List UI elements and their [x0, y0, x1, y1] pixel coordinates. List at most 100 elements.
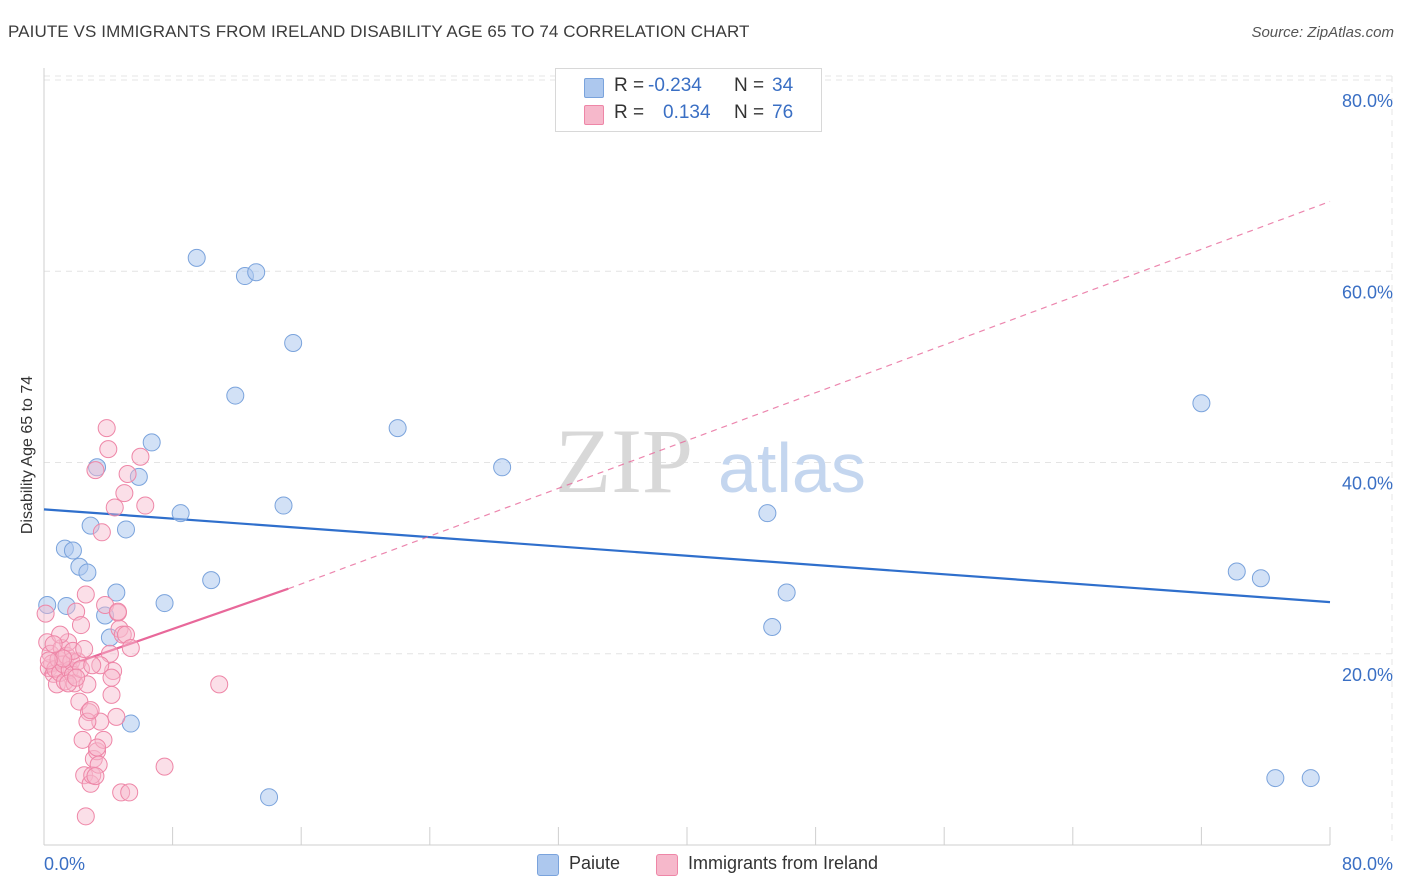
ireland-point	[94, 730, 113, 749]
paiute-point	[81, 516, 100, 535]
paiute-point	[63, 541, 82, 560]
ireland-point	[97, 419, 116, 438]
paiute-legend-swatch	[537, 854, 559, 876]
ireland-point	[67, 602, 86, 621]
ireland-point	[108, 602, 127, 621]
paiute-point	[388, 419, 407, 438]
ireland-point	[88, 738, 107, 757]
paiute-point	[129, 467, 148, 486]
axes	[43, 68, 1331, 846]
ireland-point	[73, 730, 92, 749]
paiute-point	[247, 263, 266, 282]
paiute-point	[155, 594, 174, 613]
x-tick-label-min: 0.0%	[44, 854, 85, 874]
ireland-point	[76, 807, 95, 826]
paiute-point	[1301, 769, 1320, 788]
ireland-point	[107, 707, 126, 726]
chart-title: PAIUTE VS IMMIGRANTS FROM IRELAND DISABI…	[8, 22, 750, 41]
paiute-swatch	[584, 78, 604, 98]
ireland-point	[210, 675, 229, 694]
paiute-legend-label: Paiute	[569, 853, 621, 873]
paiute-point	[493, 458, 512, 477]
y-tick-label: 60.0%	[1342, 282, 1393, 302]
paiute-point	[260, 788, 279, 807]
trend-lines	[43, 200, 1331, 675]
ireland-point	[131, 447, 150, 466]
paiute-point	[116, 520, 135, 539]
paiute-point	[1192, 394, 1211, 413]
ireland-point	[102, 685, 121, 704]
ireland-point	[105, 498, 124, 517]
ireland-point	[76, 585, 95, 604]
ireland-point	[88, 742, 107, 761]
ireland-point	[100, 644, 119, 663]
watermark-atlas: atlas	[718, 429, 866, 507]
ireland-legend-label: Immigrants from Ireland	[688, 853, 879, 873]
ireland-swatch	[584, 105, 604, 125]
source-credit: Source: ZipAtlas.com	[1251, 24, 1394, 41]
paiute-point	[107, 583, 126, 602]
ireland-legend-swatch	[656, 854, 678, 876]
paiute-n-value: 34	[772, 75, 794, 96]
y-tick-labels: 20.0% 40.0% 60.0% 80.0%	[1342, 91, 1393, 685]
correlation-legend: R = -0.234 N = 34 R = 0.134 N = 76	[555, 68, 822, 132]
ireland-point	[115, 484, 134, 503]
ireland-point	[75, 639, 94, 658]
paiute-point	[57, 596, 76, 615]
paiute-point	[777, 583, 796, 602]
ireland-points	[36, 419, 229, 826]
paiute-point	[1251, 569, 1270, 588]
ireland-point	[36, 604, 55, 623]
ireland-point	[71, 660, 90, 679]
paiute-point	[1266, 769, 1285, 788]
ireland-point	[120, 783, 139, 802]
ireland-point	[92, 523, 111, 542]
y-tick-label: 80.0%	[1342, 91, 1393, 111]
watermark: ZIP atlas	[555, 410, 866, 512]
legend-row-ireland: R = 0.134 N = 76	[556, 101, 821, 127]
ireland-point	[67, 668, 86, 687]
paiute-r-value: -0.234	[648, 75, 702, 96]
paiute-point	[1227, 562, 1246, 581]
paiute-point	[78, 563, 97, 582]
watermark-zip: ZIP	[555, 410, 693, 512]
ireland-point	[116, 625, 135, 644]
paiute-point	[274, 496, 293, 515]
r-label: R =	[614, 102, 645, 123]
x-tick-label-max: 80.0%	[1342, 854, 1393, 874]
paiute-points	[38, 248, 1320, 807]
ireland-point	[63, 641, 82, 660]
ireland-n-value: 76	[772, 102, 794, 123]
paiute-point	[171, 504, 190, 523]
n-label: N =	[734, 102, 765, 123]
x-tick-labels: 0.0% 80.0%	[44, 854, 1393, 874]
ireland-point	[81, 701, 100, 720]
ireland-point	[136, 496, 155, 515]
ireland-r-value: 0.134	[663, 102, 711, 123]
ireland-point	[118, 464, 137, 483]
paiute-point	[202, 571, 221, 590]
ireland-trend-line-extended	[288, 200, 1331, 590]
ireland-point	[155, 757, 174, 776]
ireland-point	[121, 639, 140, 658]
ireland-point	[54, 649, 73, 668]
ireland-point	[99, 440, 118, 459]
ireland-point	[78, 675, 97, 694]
ireland-point	[83, 656, 102, 675]
r-label: R =	[614, 75, 645, 96]
paiute-point	[758, 504, 777, 523]
paiute-point	[187, 248, 206, 267]
paiute-point	[142, 433, 161, 452]
ireland-point	[39, 651, 58, 670]
legend-row-paiute: R = -0.234 N = 34	[556, 74, 821, 100]
ireland-trend-line	[43, 587, 289, 675]
paiute-point	[284, 333, 303, 352]
ireland-point	[44, 635, 63, 654]
paiute-point	[763, 617, 782, 636]
y-tick-label: 40.0%	[1342, 474, 1393, 494]
ireland-point	[86, 767, 105, 786]
ireland-point	[102, 668, 121, 687]
gridlines	[44, 75, 1393, 845]
ireland-point	[86, 461, 105, 480]
